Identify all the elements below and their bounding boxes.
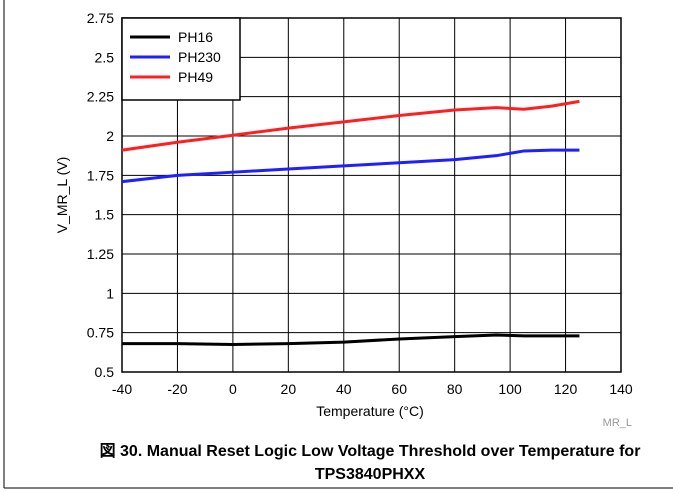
x-tick-label: 20: [281, 381, 297, 397]
y-axis-label: V_MR_L (V): [54, 157, 70, 234]
y-tick-label: 0.75: [87, 325, 114, 341]
x-tick-label: -20: [167, 381, 187, 397]
legend-label: PH16: [178, 29, 213, 45]
x-tick-label: 120: [554, 381, 578, 397]
line-series: [121, 99, 580, 152]
x-tick-label: 140: [609, 381, 633, 397]
y-tick-label: 0.5: [95, 364, 115, 380]
annotation: MR_L: [603, 417, 632, 429]
plot-border: [121, 17, 622, 373]
x-tick-label: 80: [447, 381, 463, 397]
x-axis-label: Temperature (°C): [316, 403, 424, 419]
x-tick-label: 40: [336, 381, 352, 397]
y-tick-label: 1.5: [95, 207, 115, 223]
legend-label: PH49: [178, 69, 213, 85]
y-tick-label: 1.75: [87, 167, 114, 183]
y-tick-label: 2.25: [87, 89, 114, 105]
y-tick-label: 2.75: [87, 10, 114, 26]
y-tick-label: 2: [106, 128, 114, 144]
x-tick-label: -40: [112, 381, 132, 397]
x-tick-label: 100: [498, 381, 522, 397]
legend-label: PH230: [178, 49, 221, 65]
y-tick-label: 1.25: [87, 246, 114, 262]
x-tick-label: 60: [391, 381, 407, 397]
y-tick-label: 2.5: [95, 49, 115, 65]
y-tick-label: 1: [106, 285, 114, 301]
line-series: [122, 333, 580, 346]
line-series: [121, 148, 580, 184]
x-tick-label: 0: [229, 381, 237, 397]
caption: 図 30. Manual Reset Logic Low Voltage Thr…: [99, 443, 641, 483]
legend-box: [121, 17, 241, 101]
